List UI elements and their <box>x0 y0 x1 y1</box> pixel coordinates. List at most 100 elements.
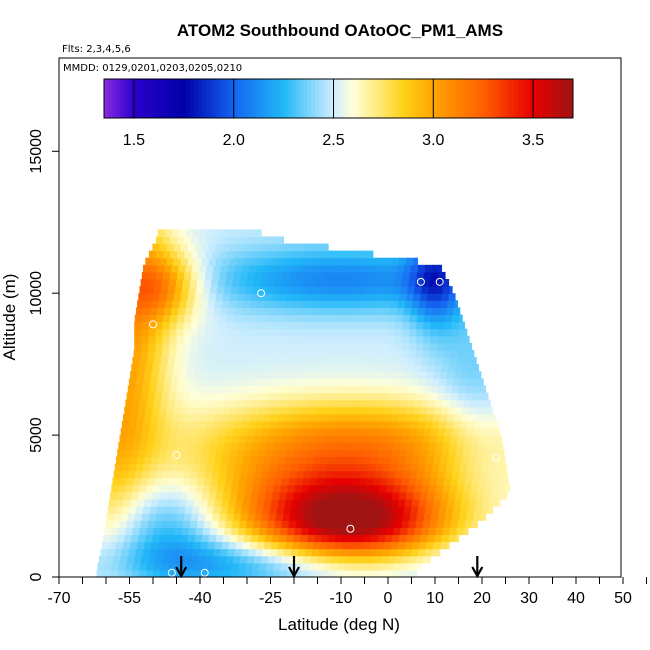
heatmap-cell <box>173 243 182 252</box>
heatmap-cell <box>440 371 448 379</box>
heatmap-cell <box>328 491 337 500</box>
heatmap-cell <box>254 470 263 479</box>
heatmap-cell <box>198 271 206 280</box>
heatmap-cell <box>223 569 232 578</box>
heatmap-cell <box>407 562 416 571</box>
heatmap-cell <box>426 456 434 465</box>
heatmap-cell <box>242 413 251 422</box>
heatmap-cell <box>310 335 319 344</box>
heatmap-cell <box>349 293 358 301</box>
heatmap-cell <box>463 357 472 365</box>
heatmap-cell <box>276 264 285 273</box>
heatmap-cell <box>388 470 397 479</box>
colorbar-swatch <box>479 79 484 118</box>
heatmap-cell <box>271 300 279 308</box>
heatmap-cell <box>255 548 264 557</box>
heatmap-cell <box>176 335 185 344</box>
heatmap-cell <box>164 463 172 472</box>
heatmap-cell <box>363 449 372 457</box>
heatmap-cell <box>244 293 252 301</box>
heatmap-cell <box>450 349 459 358</box>
heatmap-cell <box>423 428 432 436</box>
heatmap-cell <box>463 399 472 408</box>
heatmap-cell <box>311 385 319 394</box>
heatmap-cell <box>124 491 132 500</box>
heatmap-cell <box>417 378 426 387</box>
heatmap-cell <box>171 378 179 387</box>
heatmap-cell <box>254 342 262 351</box>
heatmap-cell <box>328 257 337 266</box>
heatmap-cell <box>188 286 197 294</box>
heatmap-cell <box>147 435 156 443</box>
colorbar-swatch <box>397 79 402 118</box>
heatmap-cell <box>176 328 185 337</box>
heatmap-cell <box>425 307 433 316</box>
heatmap-cell <box>333 307 342 316</box>
heatmap-cell <box>128 548 137 557</box>
heatmap-cell <box>307 406 316 415</box>
heatmap-cell <box>383 456 392 465</box>
colorbar-swatch <box>107 79 113 118</box>
heatmap-cell <box>228 498 237 507</box>
heatmap-cell <box>428 442 437 450</box>
heatmap-cell <box>352 342 361 351</box>
heatmap-cell <box>255 378 264 387</box>
heatmap-cell <box>329 286 338 294</box>
heatmap-cell <box>265 293 273 301</box>
heatmap-cell <box>140 349 149 358</box>
heatmap-cell <box>110 491 118 500</box>
heatmap-cell <box>358 527 366 536</box>
heatmap-cell <box>289 385 298 394</box>
heatmap-cell <box>452 470 460 479</box>
heatmap-cell <box>416 513 425 521</box>
heatmap-cell <box>150 506 158 514</box>
heatmap-cell <box>367 385 376 394</box>
heatmap-cell <box>266 562 275 571</box>
heatmap-cell <box>403 463 412 472</box>
heatmap-cell <box>315 399 324 408</box>
heatmap-cell <box>123 456 131 465</box>
heatmap-cell <box>428 484 437 493</box>
heatmap-cell <box>160 484 169 493</box>
heatmap-cell <box>334 541 343 550</box>
heatmap-cell <box>188 569 196 578</box>
heatmap-cell <box>285 498 293 507</box>
heatmap-cell <box>383 498 392 507</box>
heatmap-cell <box>278 371 286 379</box>
heatmap-cell <box>241 264 250 273</box>
heatmap-cell <box>319 307 327 316</box>
heatmap-cell <box>141 385 150 394</box>
heatmap-cell <box>219 271 228 280</box>
heatmap-cell <box>222 364 231 372</box>
heatmap-cell <box>282 250 291 259</box>
heatmap-cell <box>302 349 311 358</box>
heatmap-cell <box>159 406 168 415</box>
heatmap-cell <box>139 527 148 536</box>
heatmap-cell <box>409 342 417 351</box>
heatmap-cell <box>455 449 464 457</box>
heatmap-cell <box>272 293 280 301</box>
heatmap-cell <box>507 477 510 486</box>
heatmap-cell <box>474 506 483 514</box>
heatmap-cell <box>214 541 223 550</box>
heatmap-cell <box>249 371 258 379</box>
colorbar-swatch <box>389 79 394 118</box>
heatmap-cell <box>331 555 340 564</box>
heatmap-cell <box>271 413 279 422</box>
heatmap-cell <box>215 364 224 372</box>
heatmap-cell <box>289 470 298 479</box>
heatmap-cell <box>268 342 276 351</box>
heatmap-cell <box>160 442 169 450</box>
heatmap-cell <box>323 477 332 486</box>
x-tick-label: -10 <box>329 590 352 607</box>
heatmap-cell <box>235 456 244 465</box>
heatmap-cell <box>379 442 387 450</box>
heatmap-cell <box>379 286 387 294</box>
colorbar-swatch <box>279 79 285 118</box>
heatmap-cell <box>331 321 340 330</box>
colorbar-swatch <box>475 79 480 118</box>
heatmap-cell <box>378 293 386 301</box>
heatmap-cell <box>208 534 217 543</box>
heatmap-cell <box>209 569 218 578</box>
heatmap-cell <box>111 527 119 536</box>
